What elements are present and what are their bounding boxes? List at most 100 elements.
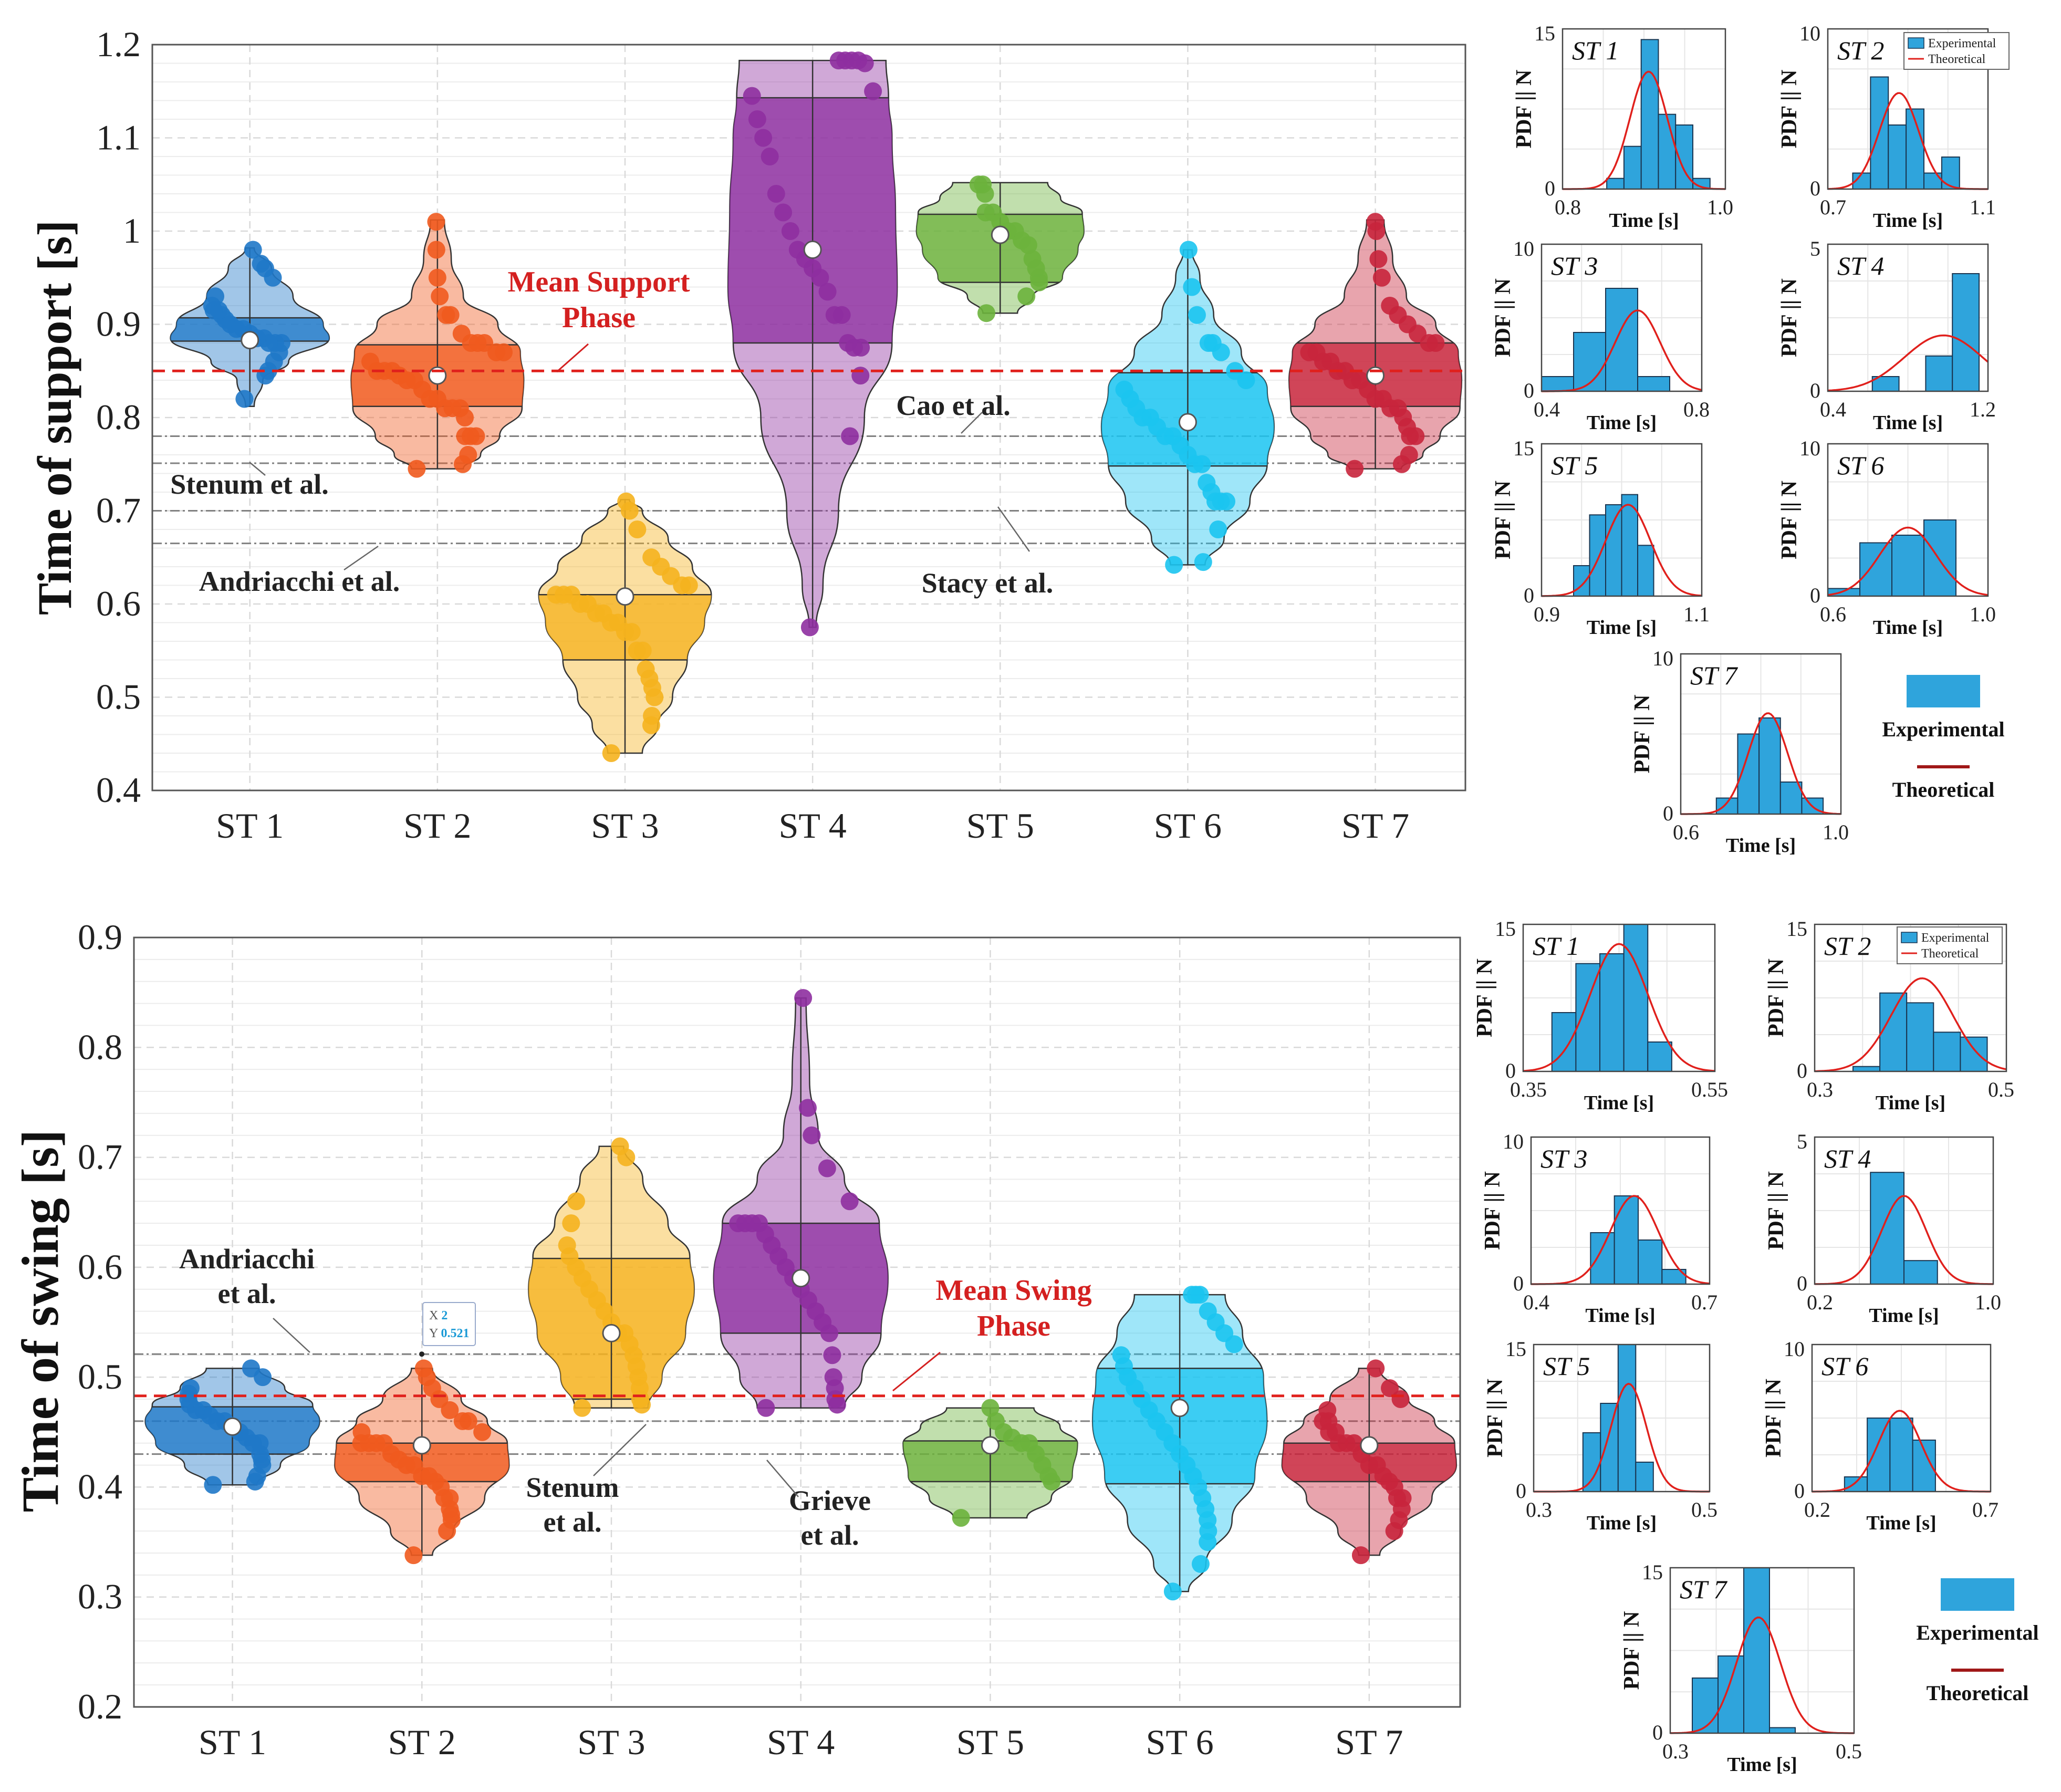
violin-st1: [170, 241, 330, 408]
data-point: [976, 203, 995, 222]
hist-y-tick: 0: [1810, 379, 1820, 402]
x-tick-label: ST 6: [1146, 1722, 1214, 1762]
hist-y-label: PDF || N: [1777, 481, 1802, 559]
hist-y-tick: 0: [1513, 1272, 1524, 1295]
pdf-curve: [1812, 1410, 1991, 1493]
data-point: [798, 1099, 817, 1117]
violin-st6: [1091, 1286, 1268, 1601]
pdf-curve: [1827, 526, 1989, 596]
data-point: [748, 110, 766, 128]
y-tick-label: 0.7: [96, 491, 141, 530]
hist-x-label: Time [s]: [1726, 835, 1796, 857]
hist-y-tick: 10: [1799, 22, 1820, 45]
y-tick-label: 0.6: [78, 1247, 122, 1287]
pdf-curve: [1827, 334, 1989, 392]
hist-title: ST 2: [1824, 931, 1871, 961]
data-point: [1017, 287, 1036, 306]
violin-st3: [538, 492, 712, 762]
data-point: [1300, 343, 1318, 361]
pdf-curve: [1523, 943, 1715, 1072]
hist-bar: [1614, 1195, 1639, 1285]
hist-bar: [1637, 376, 1670, 392]
hist-title: ST 4: [1837, 251, 1884, 280]
hist-y-tick: 10: [1513, 237, 1534, 261]
data-point: [408, 460, 426, 478]
pdf-curve: [1681, 712, 1841, 815]
reference-label: Andriacchi et al.: [179, 1243, 315, 1309]
hist-y-tick: 0: [1505, 1059, 1516, 1082]
data-point: [729, 1214, 747, 1233]
histogram-group-support: ST 1 0 15 0.8 1.0 Time [s] PDF || N ST 2 0 10 0.7 1…: [1491, 22, 2010, 857]
histogram-st2: ST 2 0 15 0.3 0.5 Time [s] PDF || N Experimenta…: [1764, 917, 2014, 1114]
data-point: [617, 492, 636, 510]
y-tick-label: 1: [123, 211, 141, 251]
hist-bar: [1647, 1041, 1672, 1072]
big-legend-theoretical: Theoretical: [1927, 1681, 2029, 1705]
median-marker: [241, 331, 259, 350]
hist-y-tick: 10: [1652, 647, 1673, 670]
data-point: [361, 352, 379, 371]
reference-label: Cao et al.: [896, 390, 1010, 421]
mean-line-label: Mean Swing Phase: [935, 1274, 1091, 1342]
hist-y-tick: 10: [1784, 1337, 1805, 1361]
big-legend-swatch: [1907, 675, 1980, 707]
data-point: [628, 520, 647, 538]
data-point: [427, 213, 445, 231]
reference-label: Stenum et al.: [170, 468, 328, 500]
big-legend-experimental: Experimental: [1916, 1621, 2038, 1644]
hist-y-label: PDF || N: [1491, 481, 1515, 559]
data-point: [1179, 241, 1198, 259]
data-point: [1367, 1359, 1385, 1378]
hist-y-label: PDF || N: [1630, 695, 1654, 774]
hist-x-tick: 1.0: [1707, 195, 1733, 219]
histogram-st6: ST 6 0 10 0.6 1.0 Time [s] PDF || N: [1777, 436, 1996, 639]
hist-frame: [1827, 243, 1989, 392]
hist-x-label: Time [s]: [1869, 1305, 1939, 1327]
data-point: [1209, 520, 1227, 538]
big-legend-experimental: Experimental: [1882, 717, 2004, 741]
x-tick-label: ST 3: [591, 806, 659, 846]
hist-bar: [1715, 797, 1739, 815]
hist-title: ST 7: [1690, 661, 1738, 690]
big-legend-theoretical: Theoretical: [1892, 778, 1995, 801]
data-point: [767, 185, 785, 203]
hist-title: ST 3: [1551, 251, 1598, 280]
median-marker: [991, 225, 1009, 244]
data-point: [1372, 268, 1391, 287]
hist-bar: [1623, 145, 1642, 190]
hist-legend-theoretical: Theoretical: [1921, 947, 1979, 961]
histogram-st6: ST 6 0 10 0.2 0.7 Time [s] PDF || N: [1762, 1337, 1998, 1534]
hist-frame: [1811, 1343, 1992, 1493]
hist-bar: [1599, 953, 1625, 1072]
hist-x-label: Time [s]: [1587, 1512, 1657, 1534]
hist-bar: [1852, 1066, 1881, 1072]
violin-st5: [902, 1399, 1078, 1527]
hist-x-label: Time [s]: [1873, 412, 1943, 434]
reference-leader: [593, 1424, 647, 1476]
data-point: [840, 1192, 859, 1211]
data-point: [452, 325, 471, 343]
x-tick-label: ST 4: [779, 806, 847, 846]
y-axis-label: Time of support [s]: [28, 220, 81, 615]
pdf-curve: [1542, 504, 1702, 597]
data-point: [1346, 460, 1364, 478]
hist-title: ST 6: [1837, 451, 1884, 480]
datatip-x-value: 2: [441, 1309, 447, 1322]
y-tick-label: 1.1: [96, 118, 141, 158]
hist-y-tick: 5: [1797, 1130, 1807, 1153]
hist-y-tick: 15: [1534, 22, 1555, 45]
hist-x-tick: 0.4: [1820, 398, 1846, 421]
data-point: [981, 1399, 1000, 1417]
hist-y-label: PDF || N: [1512, 70, 1536, 149]
hist-frame: [1814, 923, 2007, 1072]
histogram-st4: ST 4 0 5 0.2 1.0 Time [s] PDF || N: [1764, 1130, 2001, 1327]
data-point: [818, 283, 837, 301]
violin-st7: [1281, 1359, 1458, 1565]
hist-bar: [1617, 1344, 1637, 1492]
hist-x-tick: 0.8: [1683, 398, 1710, 421]
data-point: [567, 1192, 585, 1211]
y-tick-label: 0.9: [96, 304, 141, 344]
reference-leader: [766, 1460, 799, 1497]
hist-x-tick: 0.9: [1534, 602, 1560, 626]
median-marker: [1170, 1399, 1189, 1418]
